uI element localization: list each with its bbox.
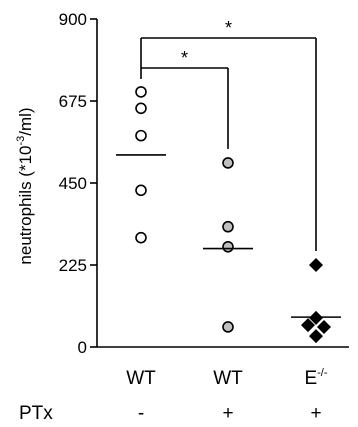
data-point-circle — [135, 231, 147, 244]
category-label: E-/- — [304, 367, 327, 389]
y-axis-label: neutrophils (*10-3/ml) — [15, 107, 35, 264]
category-labels: WT WT E-/- — [126, 367, 328, 389]
category-label-text: WT — [126, 368, 156, 389]
data-point-circle — [222, 321, 234, 333]
y-axis-label-main: neutrophils (*10 — [16, 146, 35, 265]
y-ticks: 0 225 450 675 900 — [59, 10, 97, 357]
data-point-circle — [135, 129, 147, 142]
category-label: WT — [126, 368, 156, 389]
y-tick-label: 675 — [59, 92, 87, 111]
data-point-circle — [222, 220, 234, 233]
significance-brackets: ** — [140, 18, 317, 251]
y-axis-label-superscript: -3 — [15, 136, 27, 146]
y-tick-label: 900 — [59, 10, 87, 29]
ptx-value: + — [310, 403, 321, 424]
data-point-circle — [135, 184, 147, 197]
ptx-row-label: PTx — [19, 403, 53, 424]
data-group — [116, 86, 166, 244]
category-label-text: WT — [213, 368, 243, 389]
category-label-superscript: -/- — [317, 367, 328, 379]
category-label: WT — [213, 368, 243, 389]
data-point-circle — [135, 102, 147, 115]
data-groups — [116, 86, 341, 344]
data-point-diamond — [301, 318, 315, 333]
data-point-circle — [222, 240, 234, 253]
y-tick-label: 225 — [59, 256, 87, 275]
significance-bracket: * — [140, 18, 317, 251]
ptx-value: + — [222, 403, 233, 424]
y-axis-label-end: /ml) — [16, 107, 35, 135]
significance-bracket: * — [140, 48, 229, 149]
data-point-diamond — [309, 329, 323, 344]
data-point-circle — [135, 86, 147, 98]
data-point-diamond — [317, 319, 331, 334]
data-group — [291, 258, 341, 344]
significance-star: * — [181, 48, 188, 68]
significance-star: * — [225, 18, 232, 38]
data-group — [203, 157, 253, 333]
ptx-row: PTx - + + — [19, 403, 322, 424]
data-point-circle — [222, 157, 234, 169]
ptx-value: - — [138, 403, 144, 424]
data-point-diamond — [309, 258, 323, 272]
y-tick-label: 450 — [59, 174, 87, 193]
y-tick-label: 0 — [78, 338, 87, 357]
category-label-text: E — [304, 368, 317, 389]
